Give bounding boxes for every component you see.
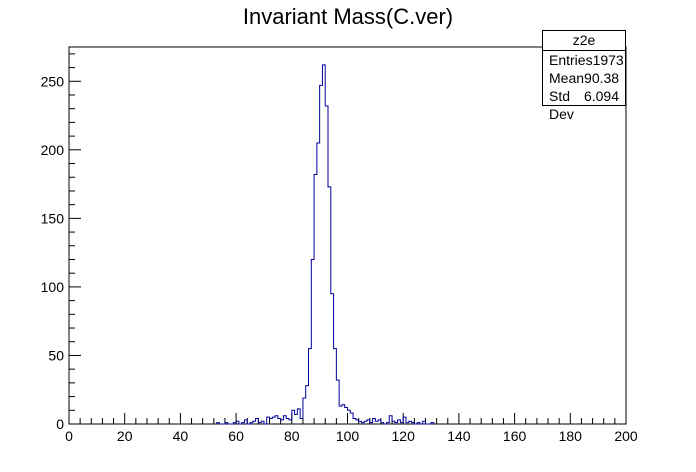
axis-tick-labels: 0 20 40 60 80 100 120 140 160 180 200 0 50 100 150 200 2… [41, 73, 638, 444]
histogram-series [216, 64, 435, 425]
stats-box: z2e Entries 1973 Mean 90.38 Std Dev 6.09… [542, 30, 626, 122]
x-tick-label: 120 [392, 428, 416, 444]
x-tick-label: 60 [228, 428, 244, 444]
x-tick-label: 200 [614, 428, 638, 444]
stats-row-stddev: Std Dev 6.094 [543, 87, 625, 122]
stats-value: 90.38 [584, 70, 620, 86]
chart-title: Invariant Mass(C.ver) [242, 4, 454, 29]
x-tick-label: 140 [447, 428, 471, 444]
y-tick-label: 0 [56, 416, 64, 432]
y-tick-label: 150 [41, 210, 65, 226]
x-tick-label: 160 [503, 428, 527, 444]
y-tick-label: 200 [41, 142, 65, 158]
stats-label: Entries [549, 52, 593, 68]
x-tick-label: 40 [173, 428, 189, 444]
x-tick-label: 20 [117, 428, 133, 444]
x-tick-label: 0 [65, 428, 73, 444]
stats-name: z2e [543, 31, 625, 51]
stats-value: 6.094 [583, 88, 619, 104]
y-tick-label: 250 [41, 73, 65, 89]
stats-label: Std Dev [549, 88, 574, 122]
y-tick-label: 100 [41, 279, 65, 295]
stats-label: Mean [549, 70, 585, 86]
stats-value: 1973 [592, 52, 624, 68]
x-tick-label: 180 [559, 428, 583, 444]
stats-row-mean: Mean 90.38 [543, 69, 625, 87]
x-tick-label: 80 [284, 428, 300, 444]
axis-ticks [68, 53, 627, 425]
stats-row-entries: Entries 1973 [543, 51, 625, 69]
y-tick-label: 50 [48, 347, 64, 363]
x-tick-label: 100 [336, 428, 360, 444]
